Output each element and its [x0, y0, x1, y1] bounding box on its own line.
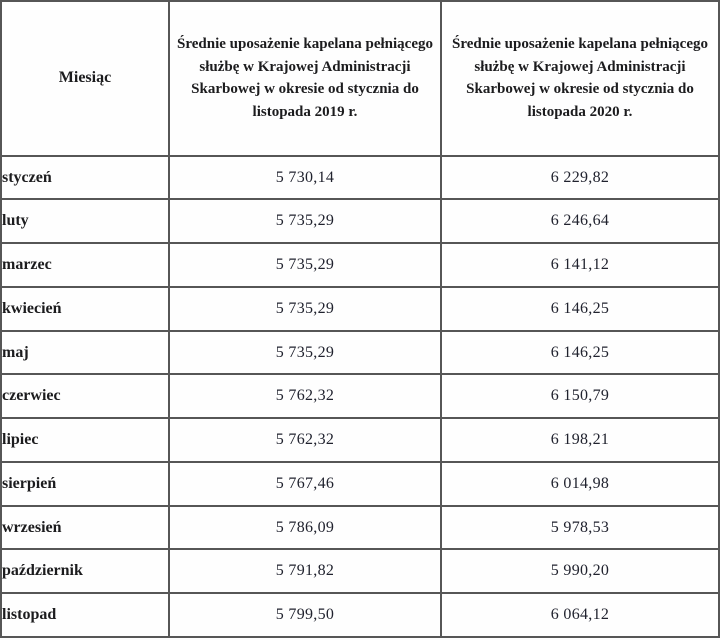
salary-2020: 5 990,20: [440, 548, 720, 595]
salary-2020: 6 064,12: [440, 592, 720, 638]
salary-2020: 6 146,25: [440, 285, 720, 332]
salary-2020: 6 146,25: [440, 329, 720, 376]
salary-2020: 6 014,98: [440, 460, 720, 507]
salary-2019: 5 735,29: [168, 329, 442, 376]
table-row: kwiecień 5 735,29 6 146,25: [0, 285, 720, 332]
table-row: sierpień 5 767,46 6 014,98: [0, 460, 720, 507]
salary-2019: 5 762,32: [168, 417, 442, 463]
month-label: maj: [0, 329, 170, 376]
salary-2020: 6 229,82: [440, 154, 720, 201]
month-label: listopad: [0, 592, 170, 638]
table-row: styczeń 5 730,14 6 229,82: [0, 154, 720, 201]
salary-2019: 5 735,29: [168, 285, 442, 332]
month-label: kwiecień: [0, 285, 170, 332]
salary-2019: 5 762,32: [168, 373, 442, 420]
salary-2020: 5 978,53: [440, 504, 720, 551]
table-row: maj 5 735,29 6 146,25: [0, 329, 720, 376]
salary-2020: 6 246,64: [440, 198, 720, 245]
month-label: marzec: [0, 242, 170, 288]
salary-2020: 6 150,79: [440, 373, 720, 420]
column-header-2019: Średnie uposażenie kapelana pełniącego s…: [168, 0, 442, 157]
salary-2019: 5 730,14: [168, 154, 442, 201]
table-row: lipiec 5 762,32 6 198,21: [0, 417, 720, 463]
column-header-month: Miesiąc: [0, 0, 170, 157]
table-row: luty 5 735,29 6 246,64: [0, 198, 720, 245]
salary-2019: 5 767,46: [168, 460, 442, 507]
table-row: listopad 5 799,50 6 064,12: [0, 592, 720, 638]
month-label: czerwiec: [0, 373, 170, 420]
month-label: luty: [0, 198, 170, 245]
table-row: październik 5 791,82 5 990,20: [0, 548, 720, 595]
salary-2019: 5 791,82: [168, 548, 442, 595]
salary-2020: 6 141,12: [440, 242, 720, 288]
column-header-2020: Średnie uposażenie kapelana pełniącego s…: [440, 0, 720, 157]
table-row: wrzesień 5 786,09 5 978,53: [0, 504, 720, 551]
salary-2019: 5 786,09: [168, 504, 442, 551]
salary-2019: 5 799,50: [168, 592, 442, 638]
month-label: styczeń: [0, 154, 170, 201]
table-header-row: Miesiąc Średnie uposażenie kapelana pełn…: [0, 0, 720, 157]
month-label: sierpień: [0, 460, 170, 507]
table-row: czerwiec 5 762,32 6 150,79: [0, 373, 720, 420]
salary-2020: 6 198,21: [440, 417, 720, 463]
salary-2019: 5 735,29: [168, 242, 442, 288]
month-label: październik: [0, 548, 170, 595]
table-row: marzec 5 735,29 6 141,12: [0, 242, 720, 288]
month-label: lipiec: [0, 417, 170, 463]
month-label: wrzesień: [0, 504, 170, 551]
salary-2019: 5 735,29: [168, 198, 442, 245]
